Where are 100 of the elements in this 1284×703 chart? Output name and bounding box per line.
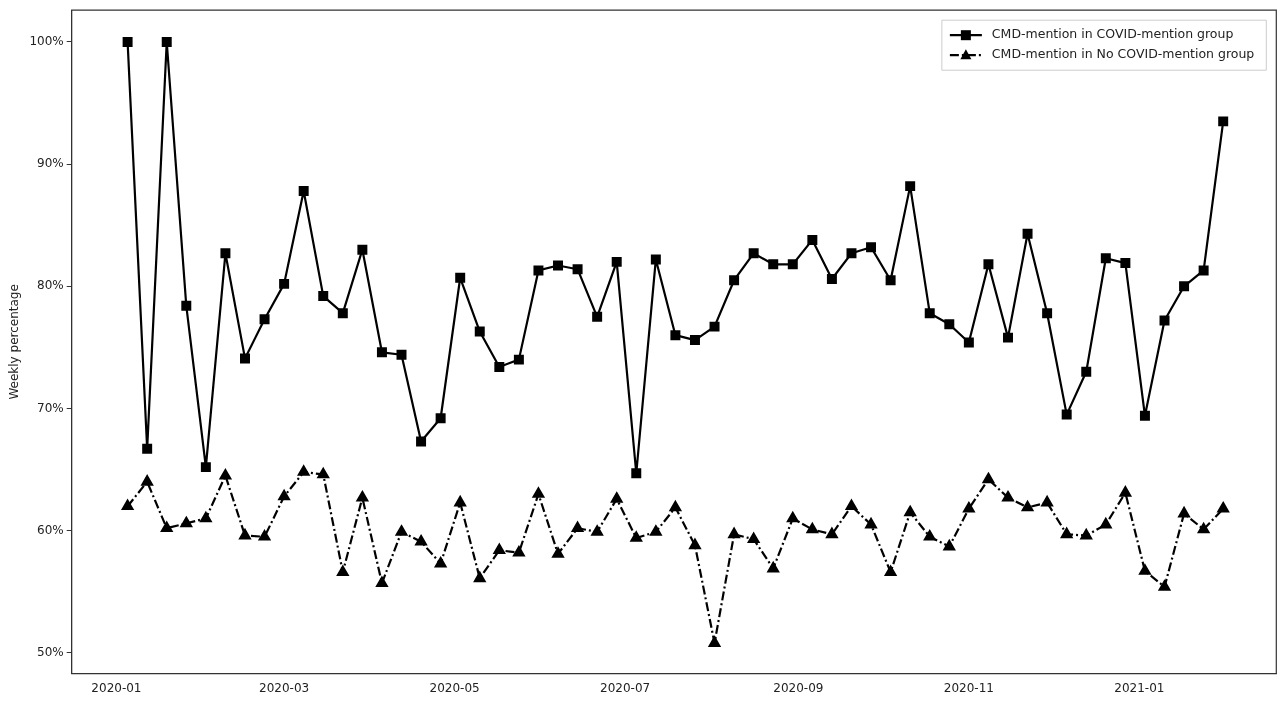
point xyxy=(1159,315,1170,326)
point xyxy=(1061,409,1072,420)
x-tick-label: 2020-05 xyxy=(429,680,480,695)
y-tick-label: 100% xyxy=(29,34,64,49)
point xyxy=(532,487,545,498)
point xyxy=(1179,281,1190,292)
point xyxy=(259,314,270,325)
point xyxy=(357,244,368,255)
point xyxy=(298,186,309,197)
point xyxy=(318,291,329,302)
x-tick-label: 2020-09 xyxy=(773,680,824,695)
point xyxy=(572,264,583,275)
point xyxy=(141,475,154,486)
point xyxy=(631,468,642,479)
y-axis-title: Weekly percentage xyxy=(7,284,22,400)
point xyxy=(866,242,877,253)
point xyxy=(317,467,330,479)
point xyxy=(592,311,603,322)
point xyxy=(924,308,935,319)
point xyxy=(983,259,994,270)
point xyxy=(513,354,524,365)
x-tick-label: 2020-07 xyxy=(600,680,651,695)
point xyxy=(219,469,232,480)
point xyxy=(160,521,173,533)
point xyxy=(1158,580,1171,591)
point xyxy=(1139,410,1150,421)
point xyxy=(435,413,446,424)
point xyxy=(416,436,427,447)
point xyxy=(336,565,349,577)
point xyxy=(845,499,858,511)
point xyxy=(278,489,290,501)
point xyxy=(181,300,192,311)
point xyxy=(473,571,486,583)
y-tick-label: 60% xyxy=(37,522,64,537)
point xyxy=(649,525,662,536)
point xyxy=(767,561,780,573)
point xyxy=(689,335,700,346)
point xyxy=(415,535,427,546)
point xyxy=(1022,228,1033,239)
point xyxy=(865,517,877,529)
point xyxy=(1041,495,1053,507)
point xyxy=(1218,116,1229,127)
point xyxy=(787,259,798,270)
point xyxy=(376,347,387,358)
point xyxy=(533,265,544,276)
point xyxy=(884,565,897,577)
x-tick-label: 2021-01 xyxy=(1114,680,1165,695)
point xyxy=(494,361,505,372)
point xyxy=(709,321,720,332)
point xyxy=(1060,527,1073,539)
point xyxy=(200,511,212,523)
point xyxy=(591,525,604,536)
point xyxy=(553,260,564,271)
point xyxy=(610,492,623,503)
point xyxy=(493,543,506,555)
point xyxy=(142,443,153,454)
point xyxy=(728,527,740,539)
legend-label: CMD-mention in No COVID-mention group xyxy=(991,46,1255,62)
point xyxy=(943,539,956,551)
point xyxy=(982,472,995,484)
point xyxy=(1197,522,1210,534)
legend-label: CMD-mention in COVID-mention group xyxy=(991,26,1234,42)
point xyxy=(297,465,310,476)
point xyxy=(729,275,740,286)
point xyxy=(846,248,857,259)
point xyxy=(220,248,231,259)
point xyxy=(571,521,584,533)
point xyxy=(807,234,818,245)
point xyxy=(1100,253,1111,264)
point xyxy=(1119,486,1132,497)
point xyxy=(474,326,485,337)
point xyxy=(904,505,917,517)
point xyxy=(747,532,760,544)
point xyxy=(1139,564,1151,575)
point xyxy=(650,254,661,265)
point xyxy=(944,319,955,330)
point xyxy=(669,500,682,512)
point xyxy=(1178,506,1190,518)
point xyxy=(1003,332,1013,343)
point xyxy=(239,528,251,540)
point xyxy=(395,525,408,536)
point xyxy=(396,349,407,360)
point xyxy=(923,530,936,541)
point xyxy=(161,36,172,47)
point xyxy=(434,557,447,568)
point xyxy=(768,259,779,270)
x-tick-label: 2020-01 xyxy=(91,680,142,695)
point xyxy=(455,272,466,283)
point xyxy=(376,576,388,588)
point xyxy=(885,275,896,286)
point xyxy=(611,256,622,267)
x-tick-label: 2020-03 xyxy=(259,680,310,695)
y-tick-label: 90% xyxy=(37,156,64,171)
point xyxy=(513,546,525,557)
point xyxy=(122,36,133,47)
point xyxy=(1080,528,1093,540)
point xyxy=(826,527,838,539)
point xyxy=(748,248,759,259)
point xyxy=(1198,265,1209,276)
point xyxy=(670,330,681,341)
